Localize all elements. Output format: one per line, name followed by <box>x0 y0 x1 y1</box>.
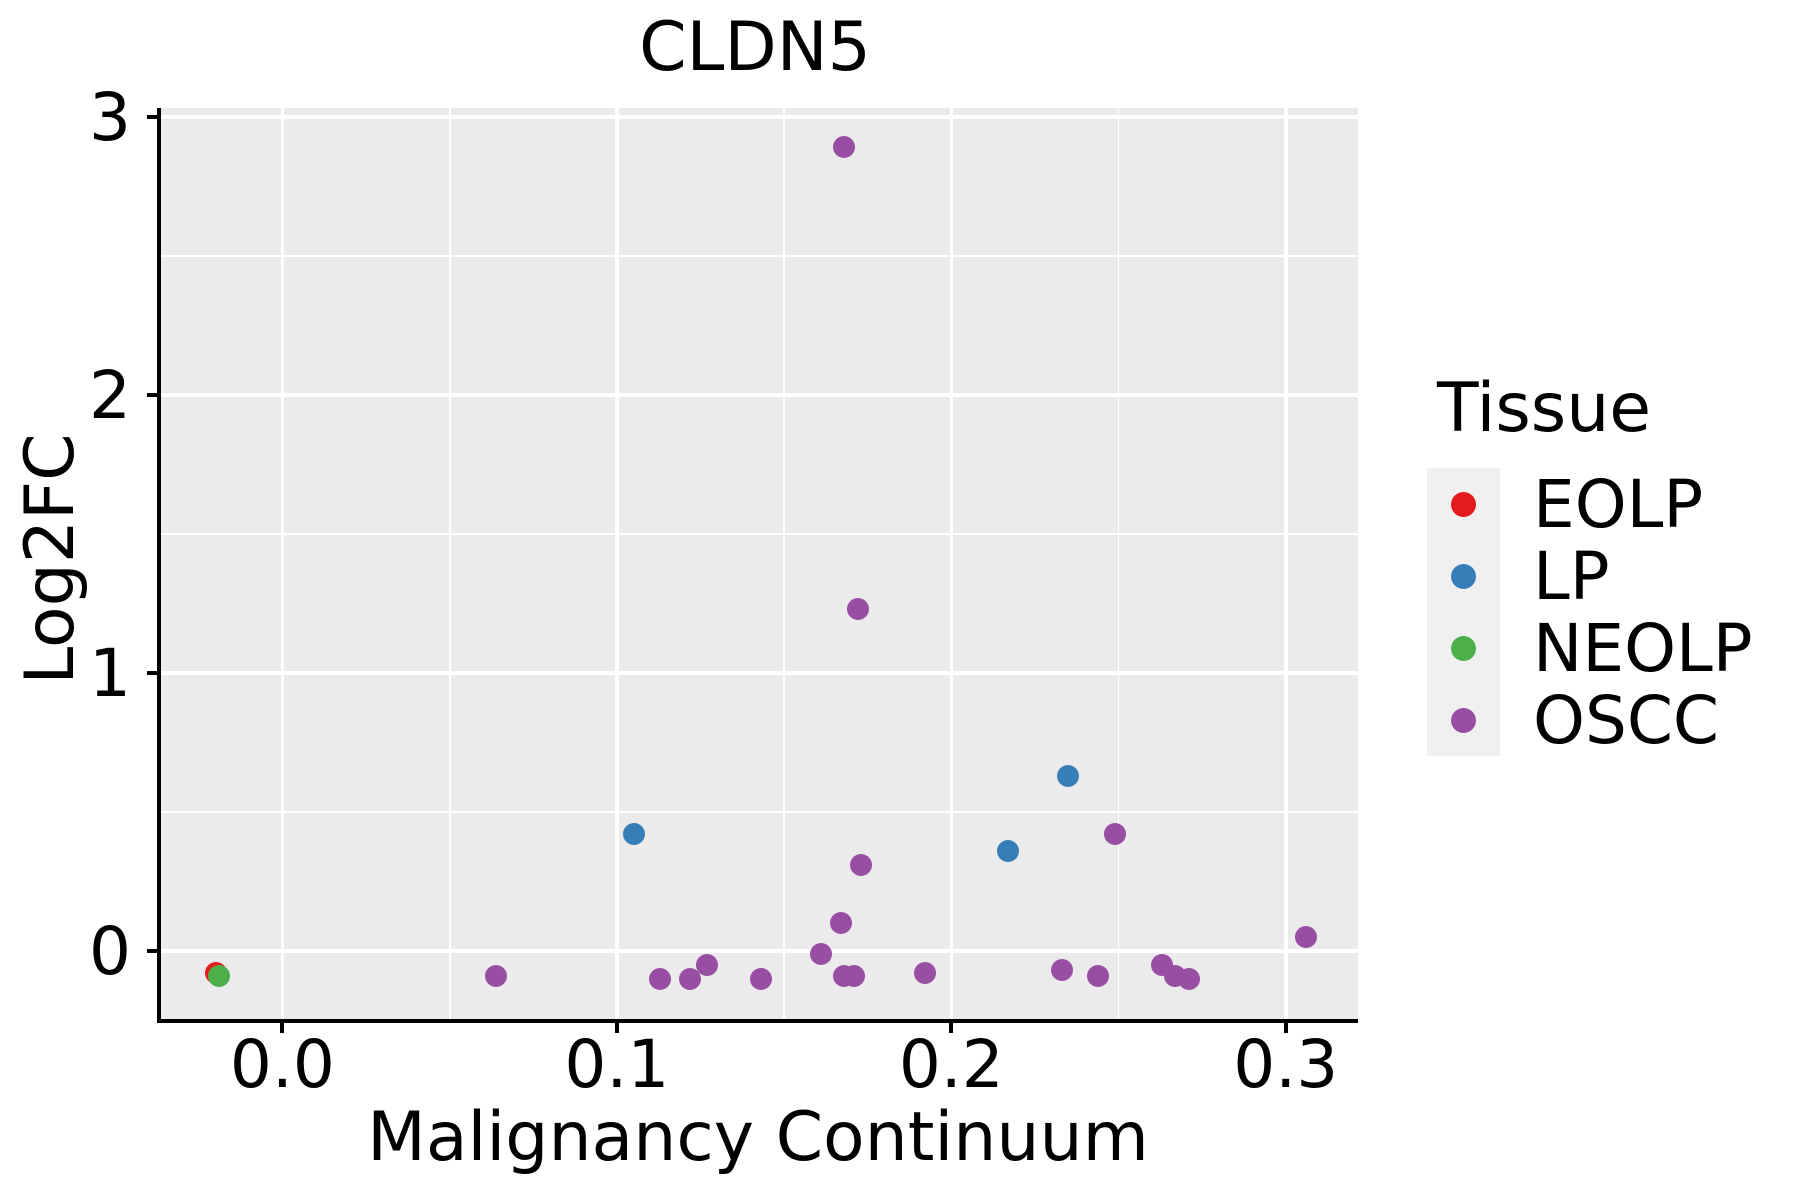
y-tick-label: 1 <box>89 635 131 713</box>
y-tick <box>147 670 157 675</box>
data-point-lp <box>997 839 1020 862</box>
x-gridline-minor <box>1117 108 1120 1021</box>
legend-title: Tissue <box>1437 369 1652 448</box>
data-point-oscc <box>843 964 866 987</box>
data-point-oscc <box>696 953 719 976</box>
legend-dot-eolp <box>1451 491 1476 517</box>
data-point-lp <box>1057 764 1080 787</box>
data-point-oscc <box>1294 926 1317 949</box>
x-tick <box>949 1023 954 1033</box>
x-gridline-minor <box>783 108 785 1021</box>
x-axis-label: Malignancy Continuum <box>367 1098 1149 1177</box>
y-gridline-major <box>159 393 1358 397</box>
x-gridline-minor <box>448 108 451 1021</box>
x-gridline-major <box>280 108 285 1021</box>
x-gridline-major <box>949 108 954 1021</box>
y-tick-label: 3 <box>89 79 131 157</box>
data-point-oscc <box>1087 964 1110 987</box>
legend-item-label: LP <box>1533 538 1610 616</box>
y-tick <box>147 114 157 119</box>
x-gridline-major <box>1284 108 1288 1021</box>
legend-dot-lp <box>1451 563 1476 589</box>
data-point-oscc <box>679 967 702 990</box>
y-gridline-minor <box>159 533 1358 535</box>
data-point-oscc <box>749 967 772 990</box>
data-point-oscc <box>846 597 869 620</box>
y-tick-label: 0 <box>89 913 131 991</box>
y-tick <box>147 948 157 953</box>
data-point-oscc <box>1104 823 1127 846</box>
x-axis-line <box>157 1019 1358 1023</box>
x-tick <box>280 1023 285 1033</box>
y-gridline-minor <box>159 811 1358 813</box>
x-gridline-major <box>615 108 619 1021</box>
legend-dot-neolp <box>1451 635 1476 661</box>
y-axis-line <box>157 108 161 1023</box>
x-tick-label: 0.0 <box>229 1026 335 1103</box>
chart-title: CLDN5 <box>639 8 871 87</box>
data-point-oscc <box>649 967 672 990</box>
data-point-oscc <box>833 136 856 159</box>
data-point-oscc <box>913 962 936 985</box>
legend-item-label: EOLP <box>1533 466 1704 544</box>
y-gridline-minor <box>159 255 1358 257</box>
data-point-oscc <box>809 942 832 965</box>
data-point-neolp <box>207 964 230 987</box>
y-axis-label: Log2FC <box>11 433 90 685</box>
x-tick <box>614 1023 619 1033</box>
x-tick <box>1283 1023 1288 1033</box>
data-point-oscc <box>485 964 508 987</box>
x-tick-label: 0.3 <box>1233 1026 1339 1103</box>
y-tick-label: 2 <box>89 357 131 435</box>
x-tick-label: 0.1 <box>564 1026 670 1103</box>
legend-item-label: OSCC <box>1533 682 1720 760</box>
y-tick <box>147 392 157 397</box>
data-point-lp <box>622 823 645 846</box>
x-tick-label: 0.2 <box>898 1026 1004 1103</box>
data-point-oscc <box>829 912 852 935</box>
y-gridline-major <box>159 115 1358 119</box>
data-point-oscc <box>1177 967 1200 990</box>
legend-dot-oscc <box>1451 707 1476 733</box>
legend-item-label: NEOLP <box>1533 610 1753 688</box>
y-gridline-major <box>159 671 1358 675</box>
y-gridline-major <box>159 949 1358 953</box>
data-point-oscc <box>850 853 872 876</box>
plot-panel <box>159 108 1358 1021</box>
data-point-oscc <box>1050 959 1073 982</box>
